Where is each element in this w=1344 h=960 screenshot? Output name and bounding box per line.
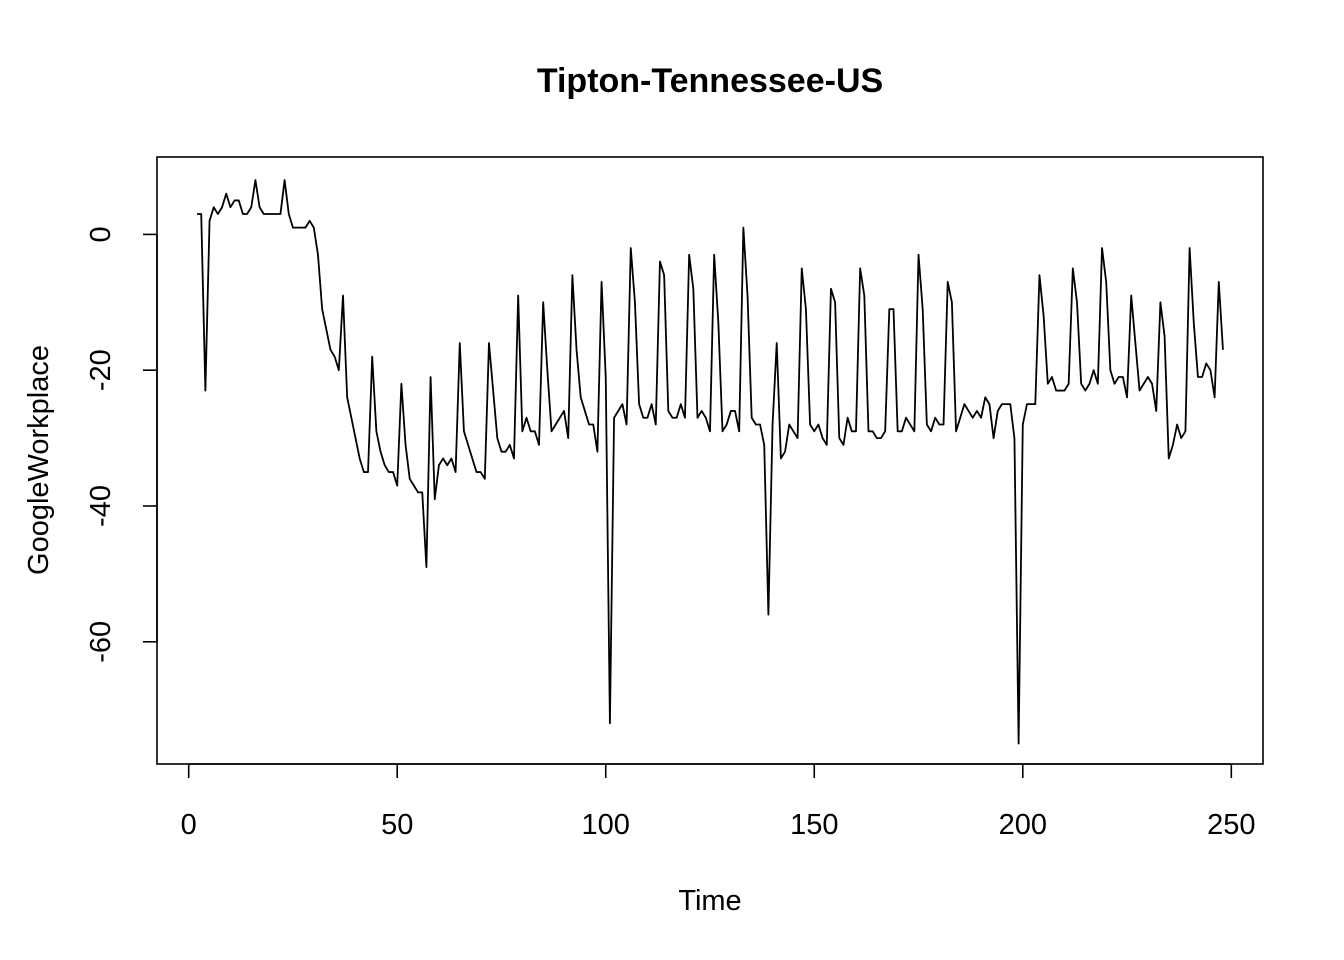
y-tick-label: -20 <box>85 349 117 391</box>
y-tick-label: -40 <box>85 485 117 527</box>
y-tick-label: 0 <box>85 226 117 242</box>
x-tick-label: 0 <box>181 809 197 841</box>
chart-title: Tipton-Tennessee-US <box>537 62 883 100</box>
x-tick-label: 250 <box>1207 809 1255 841</box>
y-axis: 0 -20 -40 -60 <box>85 226 158 663</box>
x-axis: 0 50 100 150 200 250 <box>181 763 1256 841</box>
series-line <box>197 179 1224 745</box>
x-tick-label: 100 <box>582 809 630 841</box>
plot-frame <box>156 156 1264 765</box>
y-tick-label: -60 <box>85 621 117 663</box>
y-axis-label: GoogleWorkplace <box>23 345 55 575</box>
x-axis-label: Time <box>678 885 741 917</box>
x-tick-label: 150 <box>790 809 838 841</box>
x-tick-label: 200 <box>999 809 1047 841</box>
x-tick-label: 50 <box>381 809 413 841</box>
series-layer <box>197 179 1224 745</box>
